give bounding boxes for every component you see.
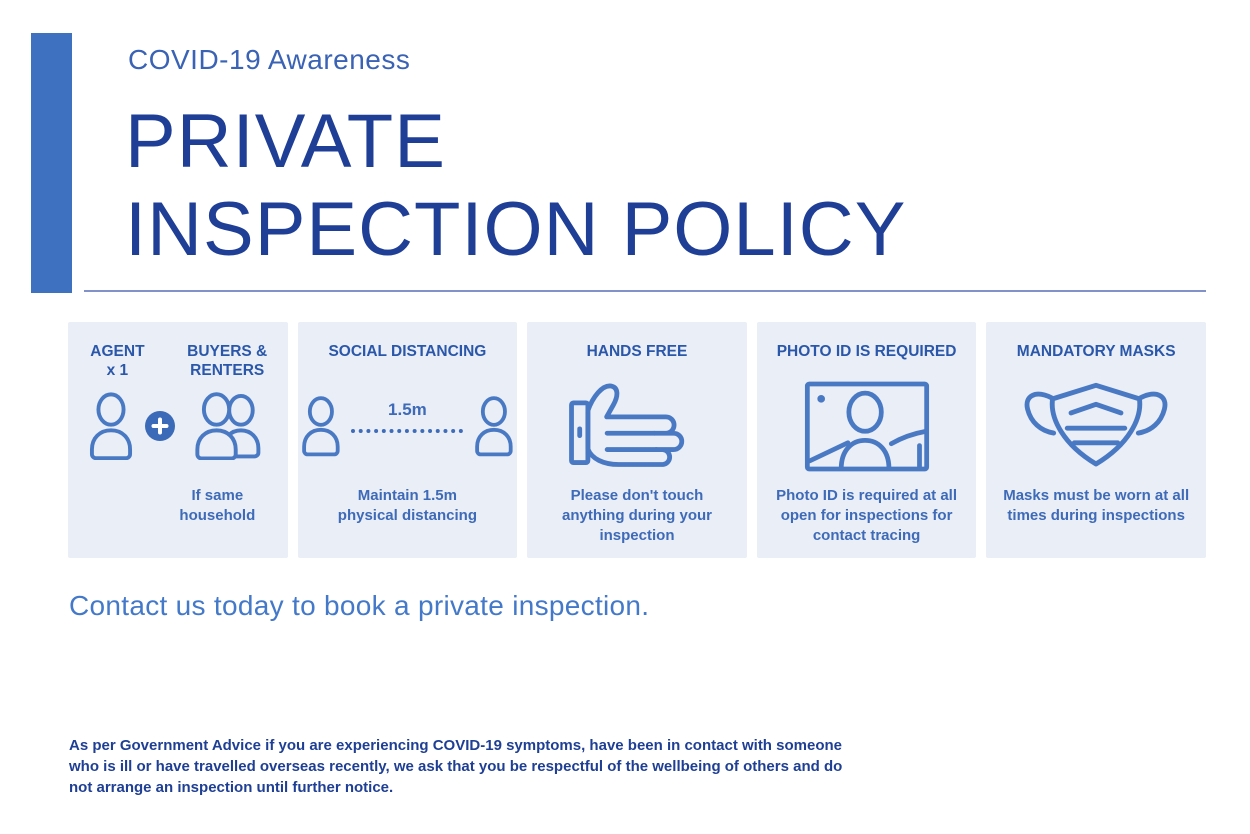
card-heading: HANDS FREE bbox=[531, 342, 743, 361]
card-caption: Photo ID is required at all open for ins… bbox=[763, 486, 971, 546]
people-icon bbox=[195, 392, 261, 460]
card-mandatory-masks: MANDATORY MASKS Masks must be worn at al… bbox=[986, 322, 1206, 558]
photo-id-icon bbox=[804, 381, 929, 471]
accent-bar bbox=[31, 33, 72, 293]
card-hands-free: HANDS FREE Please don't touch anything d… bbox=[527, 322, 747, 558]
eyebrow: COVID-19 Awareness bbox=[128, 44, 411, 75]
text-line: MANDATORY MASKS bbox=[1016, 343, 1176, 360]
text-line: Masks must be worn at all bbox=[1003, 487, 1190, 504]
title-divider bbox=[84, 290, 1206, 292]
text-line: open for inspections for bbox=[780, 507, 953, 524]
person-icon bbox=[475, 396, 513, 457]
text-line: RENTERS bbox=[190, 362, 265, 379]
card-heading: SOCIAL DISTANCING bbox=[302, 342, 514, 361]
card-heading: PHOTO ID IS REQUIRED bbox=[761, 342, 973, 361]
text-line: who is ill or have travelled overseas re… bbox=[69, 758, 843, 775]
text-line: times during inspections bbox=[1007, 507, 1185, 524]
text-line: As per Government Advice if you are expe… bbox=[69, 737, 842, 754]
text-line: anything during your bbox=[561, 507, 712, 524]
text-line: not arrange an inspection until further … bbox=[69, 779, 394, 796]
card-icons: 1.5m bbox=[298, 376, 518, 476]
mask-icon bbox=[1024, 382, 1168, 467]
card-headings: AGENT x 1 BUYERS & RENTERS bbox=[68, 342, 288, 380]
text-line: inspection bbox=[599, 527, 675, 544]
text-line: Please don't touch bbox=[570, 487, 704, 504]
text-line: AGENT bbox=[90, 343, 145, 360]
hand-icon bbox=[569, 383, 685, 467]
card-caption: Please don't touch anything during your … bbox=[533, 486, 741, 546]
distance-indicator: 1.5m bbox=[351, 399, 464, 433]
card-caption: Maintain 1.5m physical distancing bbox=[304, 486, 512, 526]
policy-cards: AGENT x 1 BUYERS & RENTERS bbox=[68, 322, 1206, 558]
text-line: Maintain 1.5m bbox=[357, 487, 457, 504]
text-line: SOCIAL DISTANCING bbox=[328, 343, 487, 360]
card-icons bbox=[986, 376, 1206, 476]
text-line: household bbox=[179, 507, 256, 524]
government-advice-disclaimer: As per Government Advice if you are expe… bbox=[69, 735, 842, 798]
card-caption: If same household bbox=[156, 486, 279, 526]
card-icons bbox=[68, 376, 288, 476]
plus-icon bbox=[144, 411, 175, 441]
text-line: physical distancing bbox=[337, 507, 477, 524]
text-line: x 1 bbox=[106, 362, 129, 379]
text-line: contact tracing bbox=[812, 527, 921, 544]
contact-cta: Contact us today to book a private inspe… bbox=[69, 590, 650, 621]
card-icons bbox=[757, 376, 977, 476]
person-icon bbox=[89, 392, 132, 460]
text-line: BUYERS & bbox=[187, 343, 268, 360]
person-icon bbox=[301, 396, 340, 457]
text-line: Photo ID is required at all bbox=[776, 487, 958, 504]
card-caption: Masks must be worn at all times during i… bbox=[992, 486, 1200, 526]
page-title: PRIVATE INSPECTION POLICY bbox=[125, 98, 906, 274]
distance-dotted-line bbox=[351, 428, 464, 433]
distance-label: 1.5m bbox=[388, 399, 427, 419]
card-heading-buyers-renters: BUYERS & RENTERS bbox=[167, 342, 288, 380]
text-line: If same bbox=[191, 487, 244, 504]
card-heading: MANDATORY MASKS bbox=[990, 342, 1202, 361]
text-line: HANDS FREE bbox=[586, 343, 688, 360]
card-photo-id: PHOTO ID IS REQUIRED Photo ID is require… bbox=[756, 322, 977, 558]
card-social-distancing: SOCIAL DISTANCING 1.5m Maintain 1.5m bbox=[297, 322, 518, 558]
card-agent-buyers: AGENT x 1 BUYERS & RENTERS bbox=[68, 322, 288, 558]
card-heading-agent: AGENT x 1 bbox=[68, 342, 167, 380]
title-line: PRIVATE bbox=[125, 99, 446, 184]
text-line: PHOTO ID IS REQUIRED bbox=[776, 343, 957, 360]
card-icons bbox=[527, 376, 747, 476]
title-line: INSPECTION POLICY bbox=[125, 187, 907, 272]
